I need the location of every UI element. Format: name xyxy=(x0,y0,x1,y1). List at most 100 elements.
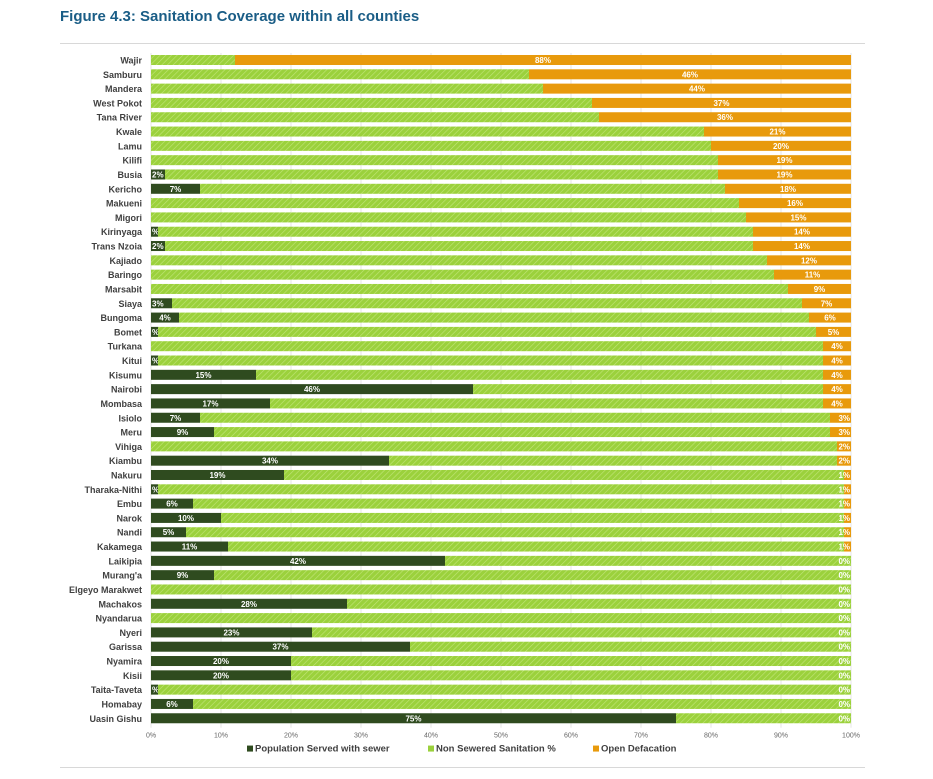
bar-open-defecation xyxy=(830,427,851,438)
bar-sewer xyxy=(151,384,473,395)
bar-sewer xyxy=(151,455,389,466)
data-label-sewer: 6% xyxy=(166,700,178,709)
data-label-open-defecation: 0% xyxy=(838,571,850,580)
category-label: Vihiga xyxy=(115,442,143,452)
bar-sewer xyxy=(151,398,270,409)
bar-non-sewered xyxy=(214,570,851,581)
bar-open-defecation xyxy=(592,97,851,108)
data-label-open-defecation: 19% xyxy=(776,170,792,179)
category-label: Bungoma xyxy=(101,313,143,323)
data-label-open-defecation: 2% xyxy=(838,442,850,451)
bar-sewer xyxy=(151,369,256,380)
bar-non-sewered xyxy=(158,484,844,495)
bar-open-defecation xyxy=(599,112,851,123)
bar-non-sewered xyxy=(151,269,774,280)
bar-non-sewered xyxy=(151,341,823,352)
bar-open-defecation xyxy=(844,527,851,538)
data-label-sewer: 37% xyxy=(272,643,288,652)
data-label-open-defecation: 0% xyxy=(838,614,850,623)
bar-non-sewered xyxy=(473,384,823,395)
bar-non-sewered xyxy=(151,613,851,624)
bar-open-defecation xyxy=(711,140,851,151)
data-label-open-defecation: 44% xyxy=(689,85,705,94)
category-label: Nyeri xyxy=(119,628,142,638)
bar-open-defecation xyxy=(837,441,851,452)
bar-open-defecation xyxy=(802,298,851,309)
bar-non-sewered xyxy=(389,455,837,466)
bar-sewer xyxy=(151,713,676,724)
data-label-sewer: 75% xyxy=(405,714,421,723)
bar-open-defecation xyxy=(774,269,851,280)
bar-sewer xyxy=(151,670,291,681)
bar-non-sewered xyxy=(291,656,851,667)
data-label-open-defecation: 18% xyxy=(780,185,796,194)
bar-non-sewered xyxy=(151,140,711,151)
category-label: Taita-Taveta xyxy=(91,685,143,695)
x-tick-label: 20% xyxy=(284,733,298,740)
category-label: Kericho xyxy=(108,184,142,194)
legend-swatch xyxy=(593,745,599,752)
data-label-open-defecation: 46% xyxy=(682,70,698,79)
bar-non-sewered xyxy=(151,155,718,166)
category-label: Kirinyaga xyxy=(101,227,143,237)
data-label-open-defecation: 0% xyxy=(838,700,850,709)
bar-open-defecation xyxy=(844,541,851,552)
data-label-open-defecation: 37% xyxy=(713,99,729,108)
bar-non-sewered xyxy=(256,369,823,380)
bar-non-sewered xyxy=(151,97,592,108)
data-label-sewer: 4% xyxy=(159,314,171,323)
bar-sewer xyxy=(151,656,291,667)
bar-sewer xyxy=(151,169,165,180)
data-label-sewer: % xyxy=(152,357,159,366)
bar-open-defecation xyxy=(823,384,851,395)
bar-non-sewered xyxy=(158,226,753,237)
bar-sewer xyxy=(151,527,186,538)
data-label-open-defecation: 19% xyxy=(776,156,792,165)
bar-non-sewered xyxy=(151,212,746,223)
data-label-sewer: 11% xyxy=(182,543,198,552)
data-label-open-defecation: 1% xyxy=(838,543,850,552)
category-label: Lamu xyxy=(118,141,142,151)
category-label: Uasin Gishu xyxy=(89,714,142,724)
category-label: Siaya xyxy=(118,299,143,309)
category-label: Turkana xyxy=(108,342,143,352)
category-label: Kwale xyxy=(116,127,142,137)
bar-open-defecation xyxy=(837,455,851,466)
bar-sewer xyxy=(151,512,221,523)
bar-sewer xyxy=(151,555,445,566)
bar-non-sewered xyxy=(151,112,599,123)
data-label-sewer: 17% xyxy=(202,399,218,408)
bar-open-defecation xyxy=(718,155,851,166)
data-label-sewer: 34% xyxy=(262,457,278,466)
bar-non-sewered xyxy=(186,527,844,538)
data-label-sewer: % xyxy=(152,228,159,237)
data-label-open-defecation: 0% xyxy=(838,628,850,637)
category-label: Tharaka-Nithi xyxy=(84,485,142,495)
x-tick-label: 100% xyxy=(842,733,860,740)
bar-non-sewered xyxy=(151,441,837,452)
category-label: Murang'a xyxy=(102,571,143,581)
data-label-sewer: 19% xyxy=(209,471,225,480)
bar-open-defecation xyxy=(809,312,851,323)
bar-sewer xyxy=(151,183,200,194)
data-label-sewer: 2% xyxy=(152,170,164,179)
bar-non-sewered xyxy=(410,641,851,652)
data-label-open-defecation: 36% xyxy=(717,113,733,122)
data-label-open-defecation: 3% xyxy=(838,414,850,423)
category-label: Embu xyxy=(117,499,142,509)
bar-open-defecation xyxy=(823,341,851,352)
bar-non-sewered xyxy=(158,326,816,337)
data-label-open-defecation: 9% xyxy=(814,285,826,294)
data-label-sewer: 46% xyxy=(304,385,320,394)
data-label-open-defecation: 4% xyxy=(831,385,843,394)
bar-non-sewered xyxy=(312,627,851,638)
bar-non-sewered xyxy=(158,355,823,366)
bar-non-sewered xyxy=(165,169,718,180)
data-label-sewer: 20% xyxy=(213,657,229,666)
bar-open-defecation xyxy=(746,212,851,223)
bar-open-defecation xyxy=(739,198,851,209)
bar-sewer xyxy=(151,326,158,337)
bar-non-sewered xyxy=(445,555,851,566)
bar-open-defecation xyxy=(235,55,851,65)
bar-non-sewered xyxy=(151,69,529,80)
